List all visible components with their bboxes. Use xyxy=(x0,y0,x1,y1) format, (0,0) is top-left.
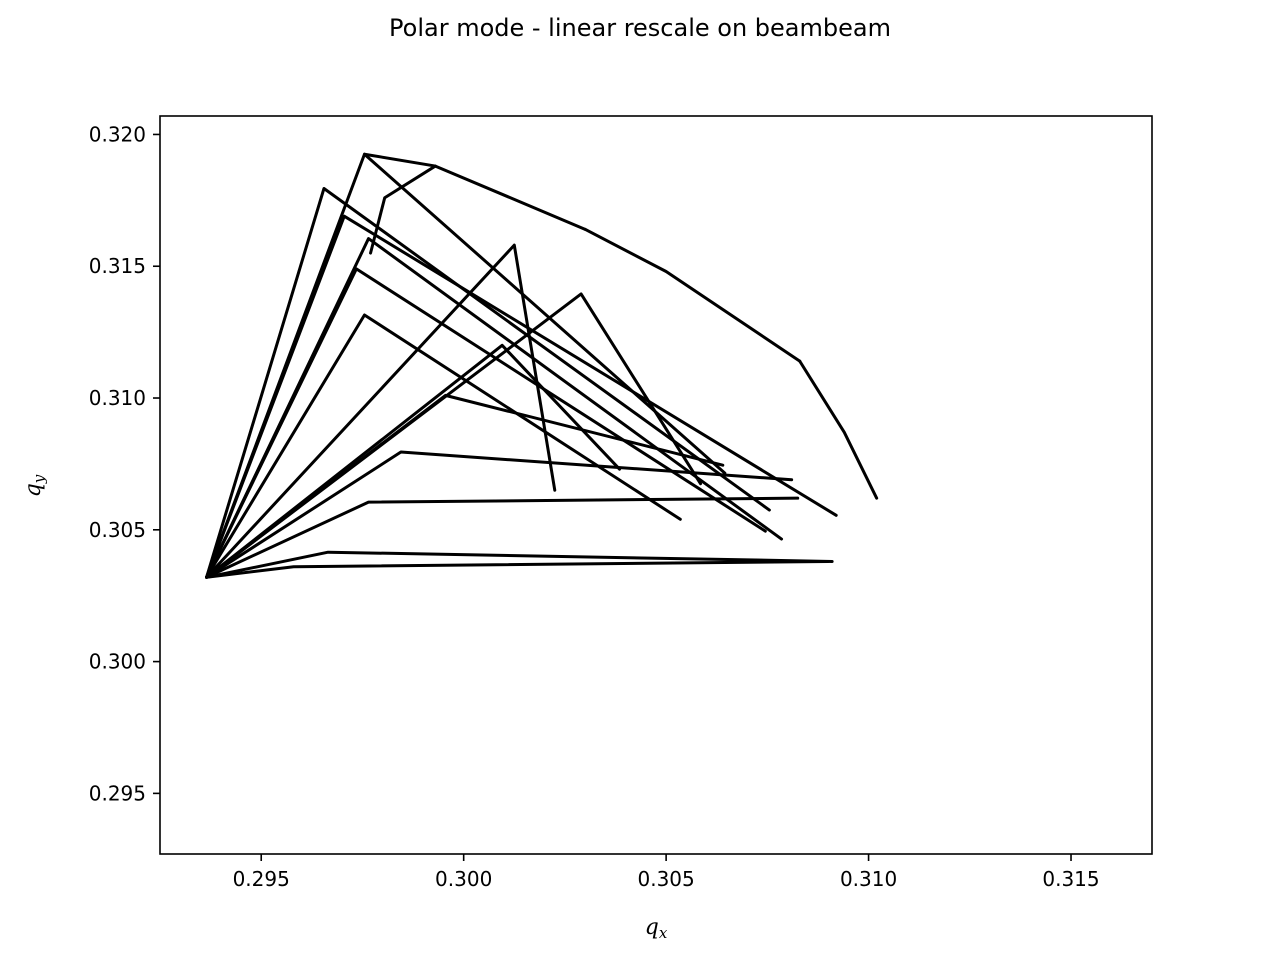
x-tick-label: 0.300 xyxy=(435,867,492,891)
mesh-line-3 xyxy=(205,214,838,579)
mesh-line-13 xyxy=(205,550,834,579)
x-tick-label: 0.305 xyxy=(637,867,694,891)
mesh-line-12 xyxy=(205,496,800,579)
mesh-line-14 xyxy=(205,559,830,579)
mesh-line-15 xyxy=(362,152,587,231)
mesh-line-2 xyxy=(205,186,771,579)
mesh-line-7 xyxy=(205,243,557,579)
y-tick-label: 0.300 xyxy=(89,650,146,674)
mesh-line-1 xyxy=(205,152,727,579)
axes-frame xyxy=(159,115,1153,855)
y-tick-label: 0.310 xyxy=(89,386,146,410)
y-tick-label: 0.305 xyxy=(89,518,146,542)
mesh-line-16 xyxy=(583,227,802,363)
x-tick-label: 0.310 xyxy=(840,867,897,891)
y-axis-ticks: 0.295 0.300 0.305 0.310 0.315 0.320 xyxy=(89,122,160,805)
y-axis-label: qy xyxy=(21,474,48,497)
x-axis-label: qx xyxy=(645,915,668,942)
mesh-line-17 xyxy=(798,359,879,500)
y-tick-label: 0.315 xyxy=(89,254,146,278)
mesh-line-5 xyxy=(205,267,767,579)
mesh-line-6 xyxy=(205,313,682,579)
mesh-line-9 xyxy=(205,343,622,579)
mesh-line-10 xyxy=(205,393,725,579)
x-axis-ticks: 0.295 0.300 0.305 0.310 0.315 xyxy=(233,854,1100,891)
mesh-line-18 xyxy=(369,164,437,255)
x-tick-label: 0.295 xyxy=(233,867,290,891)
mesh-line-11 xyxy=(205,450,794,579)
y-tick-label: 0.320 xyxy=(89,122,146,146)
chart-title: Polar mode - linear rescale on beambeam xyxy=(389,14,891,42)
y-tick-label: 0.295 xyxy=(89,781,146,805)
x-tick-label: 0.315 xyxy=(1042,867,1099,891)
footprint-mesh xyxy=(205,152,879,579)
